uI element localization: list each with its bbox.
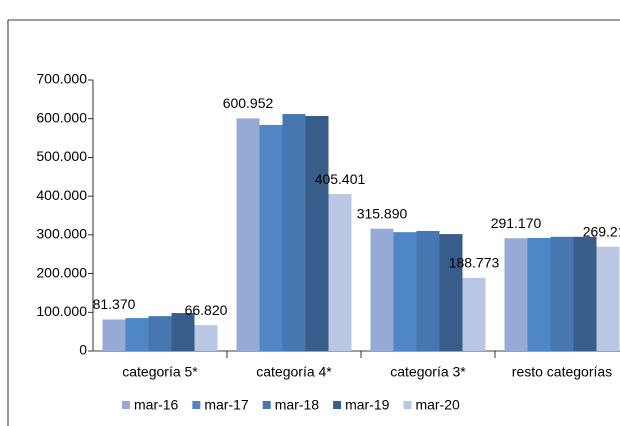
data-label: 315.890 bbox=[357, 205, 408, 221]
legend-label: mar-19 bbox=[345, 397, 390, 413]
y-tick-label: 700.000 bbox=[36, 71, 87, 87]
y-tick-label: 100.000 bbox=[36, 303, 87, 319]
bar bbox=[439, 234, 463, 351]
bar bbox=[171, 313, 195, 351]
legend-swatch bbox=[333, 401, 342, 409]
bar bbox=[462, 277, 486, 351]
y-tick-label: 600.000 bbox=[36, 109, 87, 125]
bar bbox=[596, 246, 620, 351]
bar bbox=[416, 230, 440, 351]
data-label: 81.370 bbox=[93, 296, 136, 312]
legend-swatch bbox=[122, 401, 130, 409]
bar bbox=[236, 118, 260, 351]
bar bbox=[305, 116, 329, 351]
bar bbox=[328, 194, 352, 351]
legend-label: mar-20 bbox=[415, 397, 460, 413]
bar bbox=[259, 124, 283, 351]
legend-swatch bbox=[192, 401, 201, 409]
y-tick-label: 200.000 bbox=[36, 264, 87, 280]
x-tick-label: resto categorías bbox=[512, 364, 612, 380]
legend-label: mar-18 bbox=[275, 397, 320, 413]
data-label: 66.820 bbox=[185, 302, 228, 318]
legend-swatch bbox=[262, 401, 271, 409]
bar bbox=[102, 319, 126, 351]
data-label: 269.210 bbox=[583, 223, 620, 239]
legend-swatch bbox=[403, 401, 412, 409]
bar bbox=[282, 114, 306, 351]
bar bbox=[125, 318, 149, 351]
bar bbox=[527, 237, 551, 351]
bar bbox=[370, 228, 394, 351]
y-tick-label: 500.000 bbox=[36, 148, 87, 164]
bar bbox=[393, 232, 417, 351]
legend-label: mar-16 bbox=[134, 397, 179, 413]
data-label: 405.401 bbox=[315, 171, 366, 187]
x-tick-label: categoría 5* bbox=[122, 364, 198, 380]
x-tick-label: categoría 3* bbox=[390, 364, 466, 380]
x-tick-label: categoría 4* bbox=[256, 364, 332, 380]
y-tick-label: 300.000 bbox=[36, 226, 87, 242]
bar bbox=[148, 316, 172, 351]
data-label: 600.952 bbox=[223, 95, 274, 111]
bar bbox=[573, 236, 597, 351]
data-label: 291.170 bbox=[491, 215, 542, 231]
bar bbox=[194, 325, 218, 351]
bar bbox=[504, 238, 528, 351]
legend-label: mar-17 bbox=[204, 397, 249, 413]
y-tick-label: 400.000 bbox=[36, 187, 87, 203]
chart-frame bbox=[7, 19, 620, 426]
bar bbox=[550, 236, 574, 351]
y-tick-label: 0 bbox=[79, 342, 87, 358]
data-label: 188.773 bbox=[449, 255, 500, 271]
